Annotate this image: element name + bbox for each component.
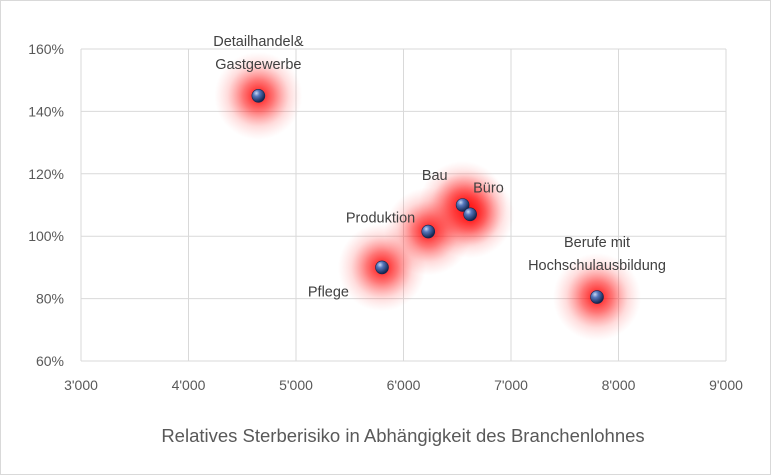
point-label: Detailhandel& Gastgewerbe — [213, 34, 304, 73]
x-tick-label: 8'000 — [602, 377, 636, 393]
point-labels: Detailhandel& Gastgewerbe Bau Büro Produktio… — [213, 34, 666, 301]
data-point — [455, 198, 470, 212]
point-label: Berufe mit Hochschulausbildung — [528, 235, 666, 274]
x-tick-label: 3'000 — [64, 377, 98, 393]
y-tick-label: 120% — [28, 166, 64, 182]
x-tick-label: 4'000 — [172, 377, 206, 393]
y-tick-label: 100% — [28, 228, 64, 244]
point-label-line: Berufe mit — [564, 235, 630, 251]
data-point — [590, 290, 604, 304]
y-tick-label: 80% — [36, 291, 64, 307]
point-label: Bau — [422, 168, 448, 184]
point-label-line: Pflege — [308, 284, 349, 300]
grid-lines — [80, 48, 727, 362]
data-point — [421, 224, 436, 239]
point-label: Produktion — [346, 211, 415, 227]
y-tick-label: 160% — [28, 41, 64, 57]
point-label: Büro — [473, 180, 504, 196]
data-point — [251, 89, 266, 103]
y-tick-label: 60% — [36, 353, 64, 369]
point-label-line: Büro — [473, 180, 504, 196]
axis-tick-labels: 60% 80% 100% 120% 140% 160% 3'000 4'000 5'000 6'0… — [28, 41, 743, 393]
point-label-line: Produktion — [346, 211, 415, 227]
y-tick-label: 140% — [28, 103, 64, 119]
data-point — [463, 207, 477, 222]
data-points — [251, 89, 604, 304]
x-tick-label: 6'000 — [387, 377, 421, 393]
point-label: Pflege — [308, 284, 349, 300]
point-label-line: Bau — [422, 168, 448, 184]
x-tick-label: 5'000 — [279, 377, 313, 393]
point-label-line: Gastgewerbe — [215, 57, 301, 73]
x-tick-label: 7'000 — [494, 377, 528, 393]
point-label-line: Detailhandel& — [213, 34, 304, 50]
data-point — [375, 260, 389, 275]
point-label-line: Hochschulausbildung — [528, 258, 666, 274]
glow-halos — [214, 51, 641, 342]
x-axis-label: Relatives Sterberisiko in Abhängigkeit d… — [161, 425, 644, 446]
x-tick-label: 9'000 — [709, 377, 743, 393]
